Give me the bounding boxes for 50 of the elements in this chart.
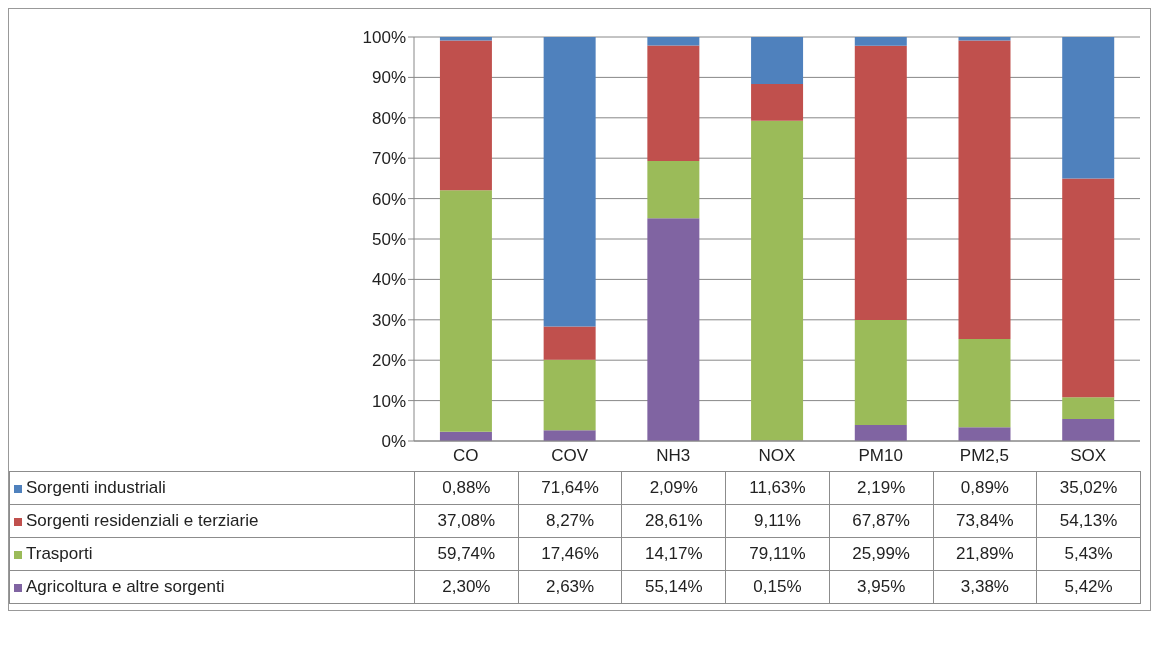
data-label: 54,13% (1036, 504, 1141, 538)
y-tick-label: 100% (362, 28, 406, 48)
data-label: 79,11% (725, 537, 830, 571)
data-label: 55,14% (621, 570, 726, 604)
data-label: 67,87% (829, 504, 934, 538)
y-tick-label: 70% (371, 149, 406, 169)
x-tick-label: CO (453, 446, 479, 466)
y-tick-label: 60% (371, 189, 406, 209)
x-tick-label: PM10 (858, 446, 903, 466)
data-label: 2,63% (518, 570, 622, 604)
data-label: 14,17% (621, 537, 726, 571)
data-label: 5,42% (1036, 570, 1141, 604)
y-tick-label: 90% (371, 68, 406, 88)
data-label: 2,19% (829, 471, 934, 505)
y-tick-label: 50% (371, 230, 406, 250)
legend-label: Agricoltura e altre sorgenti (9, 570, 415, 604)
x-tick-label: PM2,5 (959, 446, 1009, 466)
y-tick-label: 0% (381, 432, 406, 452)
y-tick-label: 20% (371, 351, 406, 371)
x-tick-label: NOX (758, 446, 796, 466)
data-label: 21,89% (933, 537, 1037, 571)
legend-label: Trasporti (9, 537, 415, 571)
data-label: 3,95% (829, 570, 934, 604)
data-label: 0,88% (414, 471, 519, 505)
legend-label: Sorgenti industriali (9, 471, 415, 505)
data-label: 73,84% (933, 504, 1037, 538)
x-tick-label: COV (551, 446, 589, 466)
data-label: 25,99% (829, 537, 934, 571)
data-label: 0,89% (933, 471, 1037, 505)
y-tick-label: 30% (371, 310, 406, 330)
y-tick-label: 40% (371, 270, 406, 290)
data-label: 59,74% (414, 537, 519, 571)
data-label: 2,30% (414, 570, 519, 604)
data-label: 9,11% (725, 504, 830, 538)
legend-label: Sorgenti residenziali e terziarie (9, 504, 415, 538)
y-tick-label: 10% (371, 391, 406, 411)
x-tick-label: NH3 (656, 446, 691, 466)
x-tick-label: SOX (1070, 446, 1107, 466)
y-tick-label: 80% (371, 108, 406, 128)
data-label: 2,09% (621, 471, 726, 505)
data-label: 71,64% (518, 471, 622, 505)
data-label: 0,15% (725, 570, 830, 604)
data-label: 3,38% (933, 570, 1037, 604)
data-label: 28,61% (621, 504, 726, 538)
data-label: 11,63% (725, 471, 830, 505)
data-label: 5,43% (1036, 537, 1141, 571)
data-label: 17,46% (518, 537, 622, 571)
data-label: 35,02% (1036, 471, 1141, 505)
data-label: 37,08% (414, 504, 519, 538)
data-label: 8,27% (518, 504, 622, 538)
